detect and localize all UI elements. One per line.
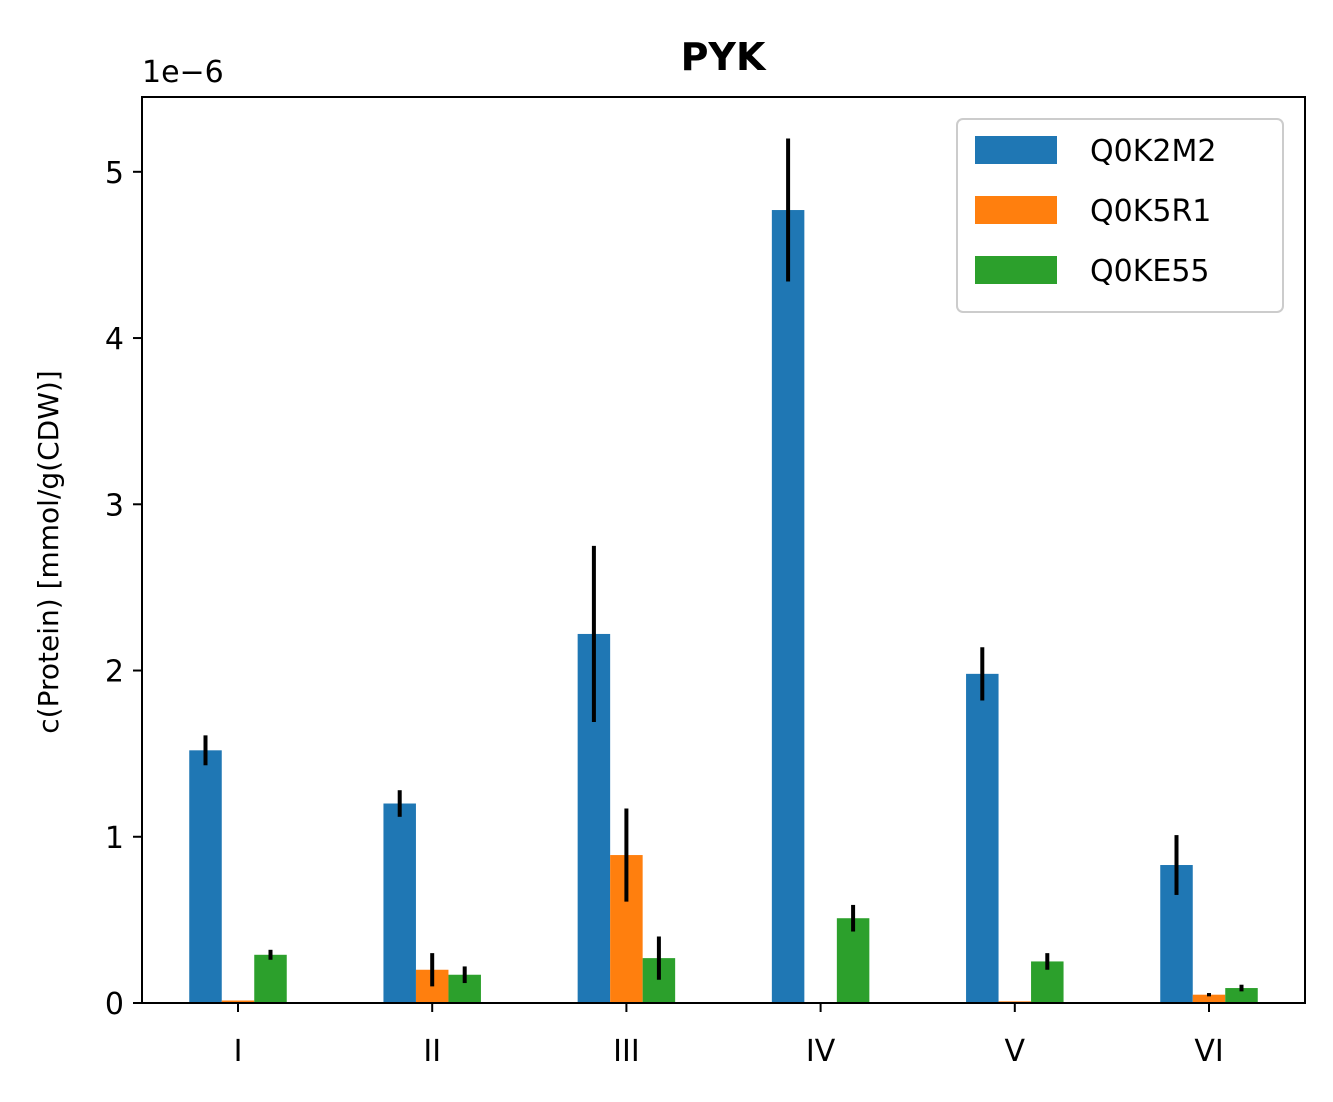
bar-Q0K5R1-I	[221, 1000, 255, 1003]
chart-title: PYK	[681, 35, 767, 79]
y-tick-label: 3	[105, 488, 124, 523]
bar-Q0K2M2-V	[966, 673, 999, 1003]
y-axis-label: c(Protein) [mmol/g(CDW)]	[32, 370, 65, 733]
legend-label-Q0KE55: Q0KE55	[1090, 254, 1210, 289]
bars-group	[189, 138, 1258, 1004]
bar-Q0K2M2-I	[189, 750, 222, 1003]
y-offset-label: 1e−6	[142, 55, 224, 90]
y-tick-label: 2	[105, 655, 124, 690]
x-tick-label: V	[1005, 1034, 1026, 1069]
x-tick-label: VI	[1194, 1034, 1223, 1069]
plot-frame	[141, 96, 1306, 1004]
y-tick-label: 4	[105, 322, 124, 357]
legend-label-Q0K2M2: Q0K2M2	[1090, 134, 1216, 169]
legend-swatch-Q0K5R1	[975, 196, 1057, 224]
legend-label-Q0K5R1: Q0K5R1	[1090, 194, 1211, 229]
x-tick-label: I	[234, 1034, 243, 1069]
legend-swatch-Q0K2M2	[975, 136, 1057, 164]
x-tick-label: IV	[806, 1034, 836, 1069]
bar-Q0K5R1-VI	[1192, 994, 1226, 1003]
legend: Q0K2M2 Q0K5R1 Q0KE55	[956, 118, 1284, 313]
bar-Q0KE55-I	[254, 954, 287, 1003]
legend-swatch-Q0KE55	[975, 256, 1057, 284]
bar-Q0K2M2-IV	[771, 210, 805, 1004]
bar-Q0KE55-IV	[836, 918, 870, 1003]
bar-Q0K2M2-II	[383, 803, 416, 1003]
y-tick-label: 5	[105, 156, 124, 191]
bar-Q0KE55-VI	[1225, 988, 1258, 1003]
y-tick-label: 1	[105, 821, 124, 856]
y-tick-label: 0	[105, 987, 124, 1022]
x-tick-label: II	[423, 1034, 441, 1069]
x-tick-label: III	[613, 1034, 640, 1069]
